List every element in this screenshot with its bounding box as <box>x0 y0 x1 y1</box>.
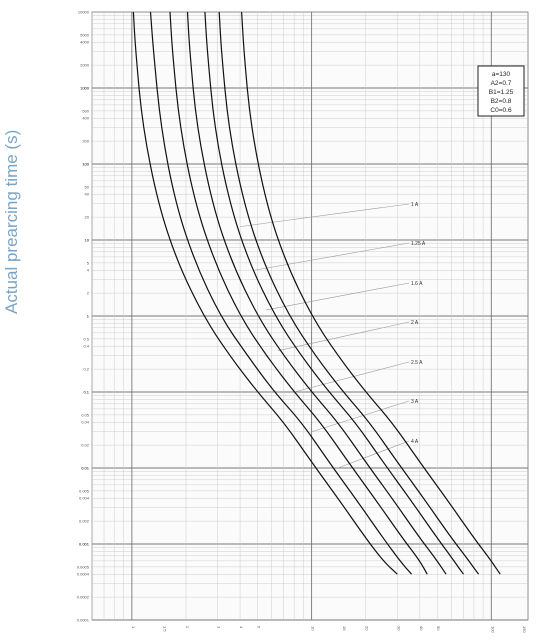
curve-label: 3 A <box>411 399 419 405</box>
y-tick-label: 100 <box>82 162 89 167</box>
x-tick-label: 1.5 <box>163 626 168 632</box>
leader-line <box>277 321 410 351</box>
y-tick-label: 4 <box>87 268 90 273</box>
x-tick-label: 10 <box>311 626 316 631</box>
y-tick-label: 400 <box>82 116 89 121</box>
y-tick-label: 4000 <box>80 40 90 45</box>
x-tick-label: 20 <box>365 626 370 631</box>
y-tick-label: 0.001 <box>79 542 90 547</box>
curve-label: 4 A <box>411 439 419 445</box>
leader-line <box>294 361 410 393</box>
y-tick-label: 0.04 <box>81 420 90 425</box>
y-tick-label: 10 <box>85 238 90 243</box>
x-tick-label: 50 <box>436 626 441 631</box>
y-tick-label: 0.5 <box>83 336 89 341</box>
y-tick-label: 5 <box>87 260 90 265</box>
grid <box>91 12 528 621</box>
series-line-1-a <box>132 11 398 575</box>
parameter-line: B2=0.8 <box>491 98 512 105</box>
curve-label: 2.5 A <box>411 360 423 366</box>
parameter-box-frame <box>477 65 525 117</box>
tick-labels: 1000050004000200010001000500400200100100… <box>77 10 527 634</box>
parameter-line: B1=1.25 <box>489 89 514 96</box>
series-curves <box>132 11 501 575</box>
y-tick-label: 0.0005 <box>77 564 90 569</box>
series-line-1-25-a <box>149 11 413 575</box>
y-tick-label: 2000 <box>80 63 90 68</box>
y-tick-label: 0.01 <box>81 466 90 471</box>
y-tick-label: 500 <box>82 108 89 113</box>
y-tick-label: 0.0002 <box>77 595 90 600</box>
x-tick-label: 3 <box>217 626 222 629</box>
x-tick-label: 30 <box>396 626 401 631</box>
x-tick-label: 40 <box>419 626 424 631</box>
y-tick-label: 1000 <box>80 86 90 91</box>
y-tick-label: 0.05 <box>81 412 90 417</box>
y-tick-label: 0.005 <box>79 488 90 493</box>
y-tick-label: 0.02 <box>81 443 90 448</box>
y-tick-label: 0.002 <box>79 519 90 524</box>
y-tick-label: 50 <box>85 184 90 189</box>
x-tick-label: 15 <box>342 626 347 631</box>
y-tick-label: 200 <box>82 139 89 144</box>
y-tick-label: 10000 <box>78 10 90 15</box>
y-tick-label: 0.0004 <box>77 572 90 577</box>
parameter-lines: a=130 A2=0.7 B1=1.25 B2=0.8 C0=0.6 <box>489 71 514 114</box>
y-tick-label: 1000 <box>80 86 90 91</box>
y-tick-label: 1 <box>87 314 90 319</box>
parameter-box: a=130 A2=0.7 B1=1.25 B2=0.8 C0=0.6 <box>477 65 525 117</box>
leader-line <box>266 282 410 311</box>
y-tick-label: 0.4 <box>83 344 89 349</box>
y-tick-label: 10 <box>85 238 90 243</box>
y-tick-label: 0.1 <box>83 390 89 395</box>
y-tick-label: 0.2 <box>83 367 89 372</box>
curve-label: 1.6 A <box>411 281 423 287</box>
y-tick-label: 20 <box>85 215 90 220</box>
series-line-2-a <box>186 11 447 575</box>
x-tick-label: 2 <box>185 626 190 629</box>
parameter-line: a=130 <box>492 71 511 78</box>
series-line-2-5-a <box>204 11 464 575</box>
series-line-3-a <box>218 11 480 575</box>
y-tick-label: 0.01 <box>81 466 90 471</box>
x-tick-label: 1 <box>131 626 136 629</box>
curve-label: 1 A <box>411 202 419 208</box>
x-tick-label: 150 <box>522 626 527 633</box>
x-tick-label: 4 <box>239 626 244 629</box>
curve-label: 2 A <box>411 320 419 326</box>
y-tick-label: 0.001 <box>79 542 90 547</box>
x-tick-label: 100 <box>490 626 495 633</box>
leader-line <box>240 203 410 227</box>
parameter-line: C0=0.6 <box>490 107 512 114</box>
y-tick-label: 100 <box>82 162 89 167</box>
series-line-4-a <box>241 11 501 575</box>
y-tick-label: 1 <box>87 314 90 319</box>
leader-line <box>254 242 410 271</box>
parameter-line: A2=0.7 <box>491 80 512 87</box>
x-tick-label: 5 <box>256 626 261 629</box>
y-tick-label: 0.1 <box>83 390 89 395</box>
leader-line <box>311 400 410 433</box>
y-tick-label: 0.0001 <box>77 618 90 623</box>
curve-label: 1.25 A <box>411 241 426 247</box>
y-tick-label: 2 <box>87 291 90 296</box>
y-tick-label: 40 <box>85 192 90 197</box>
curve-labels: 1 A 1.25 A 1.6 A 2 A 2.5 A 3 A 4 A <box>411 202 426 445</box>
y-tick-label: 0.004 <box>79 496 90 501</box>
series-line-1-6-a <box>169 11 428 575</box>
y-tick-label: 5000 <box>80 32 90 37</box>
